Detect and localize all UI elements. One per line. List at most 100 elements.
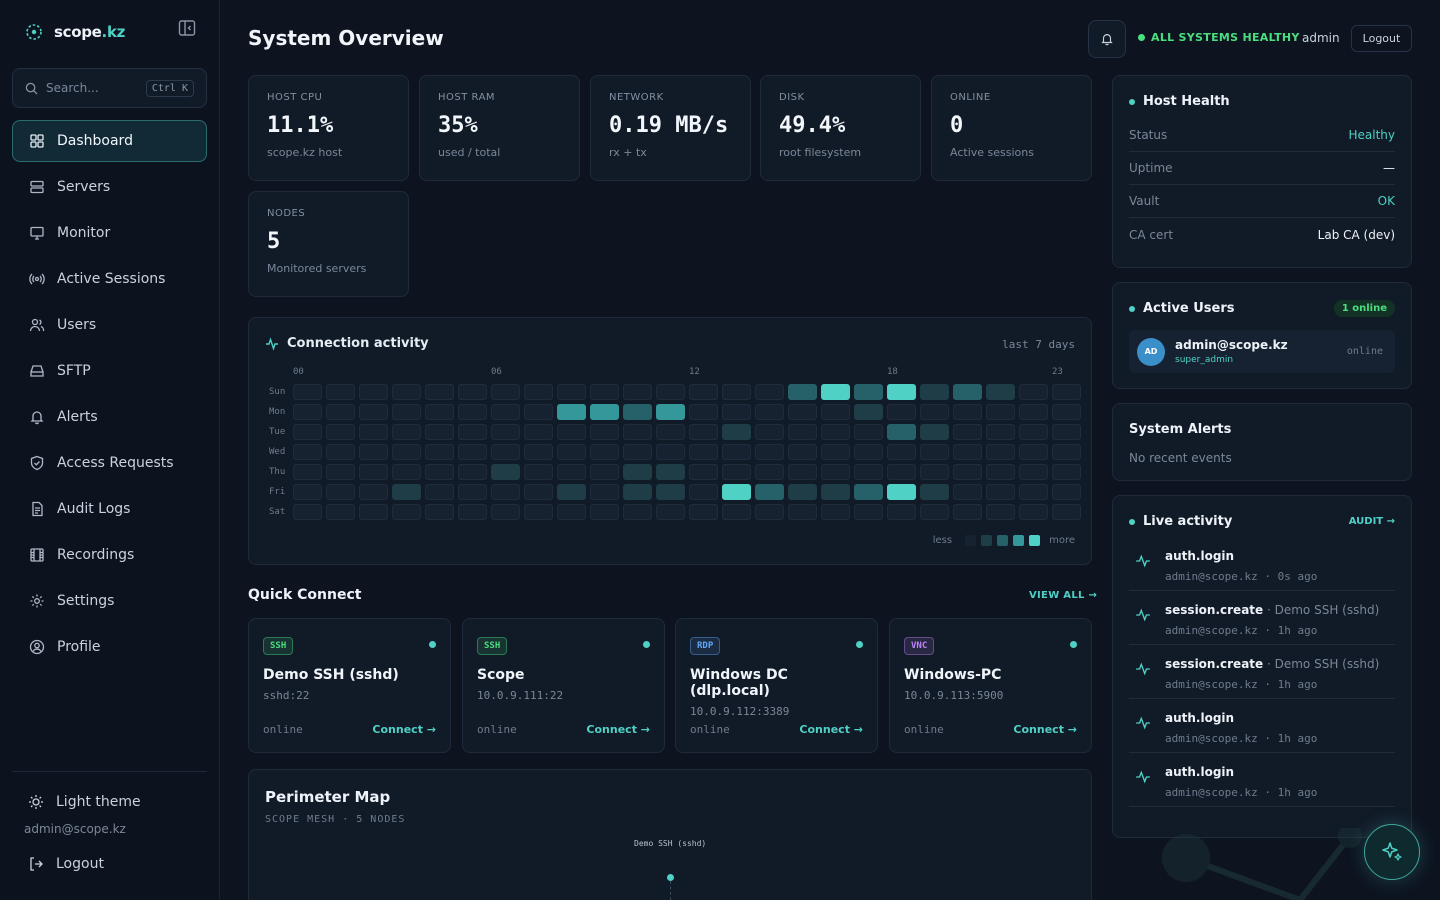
heatmap-cell[interactable] <box>1019 444 1048 460</box>
brand-logo[interactable]: scope.kz <box>24 20 125 44</box>
heatmap-cell[interactable] <box>722 384 751 400</box>
heatmap-cell[interactable] <box>821 384 850 400</box>
heatmap-cell[interactable] <box>425 424 454 440</box>
heatmap-cell[interactable] <box>293 444 322 460</box>
heatmap-cell[interactable] <box>425 504 454 520</box>
heatmap-cell[interactable] <box>1052 484 1081 500</box>
heatmap-cell[interactable] <box>623 484 652 500</box>
heatmap-cell[interactable] <box>953 504 982 520</box>
sidebar-item-recordings[interactable]: Recordings <box>12 534 207 576</box>
heatmap-cell[interactable] <box>953 464 982 480</box>
heatmap-cell[interactable] <box>458 424 487 440</box>
heatmap-cell[interactable] <box>458 384 487 400</box>
activity-event-row[interactable]: auth.login admin@scope.kz · 1h ago <box>1129 699 1395 753</box>
heatmap-cell[interactable] <box>887 444 916 460</box>
heatmap-cell[interactable] <box>788 484 817 500</box>
heatmap-cell[interactable] <box>326 484 355 500</box>
activity-event-row[interactable]: auth.login admin@scope.kz · 0s ago <box>1129 537 1395 591</box>
heatmap-cell[interactable] <box>326 404 355 420</box>
heatmap-cell[interactable] <box>293 504 322 520</box>
heatmap-cell[interactable] <box>590 424 619 440</box>
heatmap-cell[interactable] <box>590 484 619 500</box>
heatmap-cell[interactable] <box>821 464 850 480</box>
heatmap-cell[interactable] <box>524 424 553 440</box>
notifications-button[interactable] <box>1088 20 1126 58</box>
heatmap-cell[interactable] <box>986 444 1015 460</box>
heatmap-cell[interactable] <box>491 384 520 400</box>
heatmap-cell[interactable] <box>920 464 949 480</box>
heatmap-cell[interactable] <box>1052 504 1081 520</box>
heatmap-cell[interactable] <box>623 504 652 520</box>
heatmap-cell[interactable] <box>458 404 487 420</box>
heatmap-cell[interactable] <box>755 384 784 400</box>
heatmap-cell[interactable] <box>887 464 916 480</box>
heatmap-cell[interactable] <box>689 504 718 520</box>
heatmap-cell[interactable] <box>623 424 652 440</box>
heatmap-cell[interactable] <box>458 464 487 480</box>
heatmap-cell[interactable] <box>953 404 982 420</box>
heatmap-cell[interactable] <box>557 384 586 400</box>
heatmap-cell[interactable] <box>491 504 520 520</box>
sidebar-item-active-sessions[interactable]: Active Sessions <box>12 258 207 300</box>
heatmap-cell[interactable] <box>854 464 883 480</box>
connect-button[interactable]: Connect → <box>799 723 863 736</box>
heatmap-cell[interactable] <box>557 504 586 520</box>
heatmap-cell[interactable] <box>392 424 421 440</box>
heatmap-cell[interactable] <box>1052 444 1081 460</box>
heatmap-cell[interactable] <box>1019 464 1048 480</box>
sidebar-item-servers[interactable]: Servers <box>12 166 207 208</box>
heatmap-cell[interactable] <box>1019 404 1048 420</box>
heatmap-cell[interactable] <box>590 404 619 420</box>
heatmap-cell[interactable] <box>392 504 421 520</box>
heatmap-cell[interactable] <box>392 464 421 480</box>
heatmap-cell[interactable] <box>722 424 751 440</box>
heatmap-cell[interactable] <box>293 384 322 400</box>
heatmap-cell[interactable] <box>722 404 751 420</box>
quick-connect-card-scope[interactable]: SSH Scope 10.0.9.111:22 online Connect → <box>462 618 665 753</box>
heatmap-cell[interactable] <box>392 384 421 400</box>
activity-event-row[interactable]: session.create · Demo SSH (sshd) admin@sc… <box>1129 645 1395 699</box>
search-input[interactable]: Search... Ctrl K <box>12 68 207 108</box>
heatmap-cell[interactable] <box>689 384 718 400</box>
heatmap-cell[interactable] <box>623 404 652 420</box>
heatmap-cell[interactable] <box>788 444 817 460</box>
heatmap-cell[interactable] <box>1052 404 1081 420</box>
heatmap-cell[interactable] <box>425 464 454 480</box>
heatmap-cell[interactable] <box>656 484 685 500</box>
connect-button[interactable]: Connect → <box>586 723 650 736</box>
heatmap-cell[interactable] <box>986 404 1015 420</box>
heatmap-cell[interactable] <box>986 424 1015 440</box>
heatmap-cell[interactable] <box>887 384 916 400</box>
heatmap-cell[interactable] <box>491 484 520 500</box>
heatmap-cell[interactable] <box>854 424 883 440</box>
heatmap-cell[interactable] <box>788 504 817 520</box>
heatmap-cell[interactable] <box>326 504 355 520</box>
heatmap-cell[interactable] <box>755 464 784 480</box>
heatmap-cell[interactable] <box>1052 464 1081 480</box>
sidebar-item-sftp[interactable]: SFTP <box>12 350 207 392</box>
sidebar-item-settings[interactable]: Settings <box>12 580 207 622</box>
quick-connect-card-windows-pc[interactable]: VNC Windows-PC 10.0.9.113:5900 online Connec… <box>889 618 1092 753</box>
heatmap-cell[interactable] <box>326 384 355 400</box>
heatmap-cell[interactable] <box>557 484 586 500</box>
heatmap-cell[interactable] <box>425 384 454 400</box>
heatmap-cell[interactable] <box>689 464 718 480</box>
heatmap-cell[interactable] <box>953 444 982 460</box>
heatmap-cell[interactable] <box>986 464 1015 480</box>
heatmap-cell[interactable] <box>1019 384 1048 400</box>
heatmap-cell[interactable] <box>689 484 718 500</box>
heatmap-cell[interactable] <box>458 504 487 520</box>
sidebar-item-profile[interactable]: Profile <box>12 626 207 668</box>
heatmap-cell[interactable] <box>359 384 388 400</box>
heatmap-cell[interactable] <box>656 404 685 420</box>
heatmap-cell[interactable] <box>788 384 817 400</box>
heatmap-cell[interactable] <box>920 484 949 500</box>
heatmap-cell[interactable] <box>1052 384 1081 400</box>
heatmap-cell[interactable] <box>1019 424 1048 440</box>
heatmap-cell[interactable] <box>821 484 850 500</box>
heatmap-cell[interactable] <box>458 484 487 500</box>
heatmap-cell[interactable] <box>458 444 487 460</box>
heatmap-cell[interactable] <box>590 444 619 460</box>
heatmap-cell[interactable] <box>887 504 916 520</box>
map-node[interactable] <box>667 874 674 881</box>
